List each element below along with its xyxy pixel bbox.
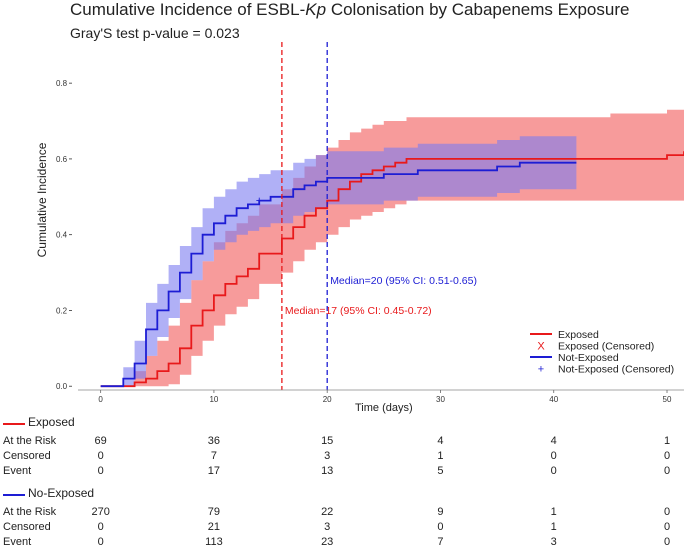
median-label-not-exposed: Median=20 (95% CI: 0.51-0.65) xyxy=(330,275,477,287)
chart-title: Cumulative Incidence of ESBL-Kp Colonisa… xyxy=(70,0,629,20)
x-tick-label: 10 xyxy=(209,395,218,404)
chart-subtitle: Gray'S test p-value = 0.023 xyxy=(70,25,240,41)
x-tick-label: 50 xyxy=(663,395,672,404)
y-tick-label: 0.4 xyxy=(56,231,68,240)
legend-label: Not-Exposed (Censored) xyxy=(558,364,674,376)
x-axis-label: Time (days) xyxy=(355,402,413,414)
median-lines: Median=17 (95% CI: 0.45-0.72) Median=20 (… xyxy=(281,42,477,390)
y-tick-label: 0.6 xyxy=(56,155,68,164)
series-line-exposed xyxy=(100,151,684,388)
y-tick-label: 0.8 xyxy=(56,79,68,88)
legend-label: Exposed (Censored) xyxy=(558,341,654,353)
x-tick-label: 40 xyxy=(549,395,558,404)
legend-swatch-marker: X xyxy=(537,341,545,353)
series-lines: + xyxy=(100,151,684,388)
legend-label: Exposed xyxy=(558,329,599,341)
x-tick-label: 0 xyxy=(98,395,103,404)
ci-band-not-exposed xyxy=(100,136,577,387)
legend: Exposed X Exposed (Censored)Not-Exposed + No… xyxy=(530,329,674,376)
series-line-not-exposed xyxy=(100,161,577,388)
chart-title-post: Colonisation by Cabapenems Exposure xyxy=(326,0,630,19)
y-tick-label: 0.2 xyxy=(56,306,68,315)
censor-marker: + xyxy=(256,194,263,208)
axes: 0 10 20 30 40 50 0.0 0.2 0.4 0.6 0.8 Time (days) Cum… xyxy=(35,79,684,414)
y-tick-label: 0.0 xyxy=(56,382,68,391)
chart-title-pre: Cumulative Incidence of ESBL- xyxy=(70,0,306,19)
y-axis-label: Cumulative Incidence xyxy=(35,142,49,257)
legend-swatch-marker: + xyxy=(538,364,544,376)
x-tick-label: 30 xyxy=(436,395,445,404)
chart-title-italic: Kp xyxy=(305,0,327,19)
median-label-exposed: Median=17 (95% CI: 0.45-0.72) xyxy=(285,305,432,317)
x-tick-label: 20 xyxy=(323,395,332,404)
confidence-bands xyxy=(100,105,684,387)
legend-label: Not-Exposed xyxy=(558,352,619,364)
